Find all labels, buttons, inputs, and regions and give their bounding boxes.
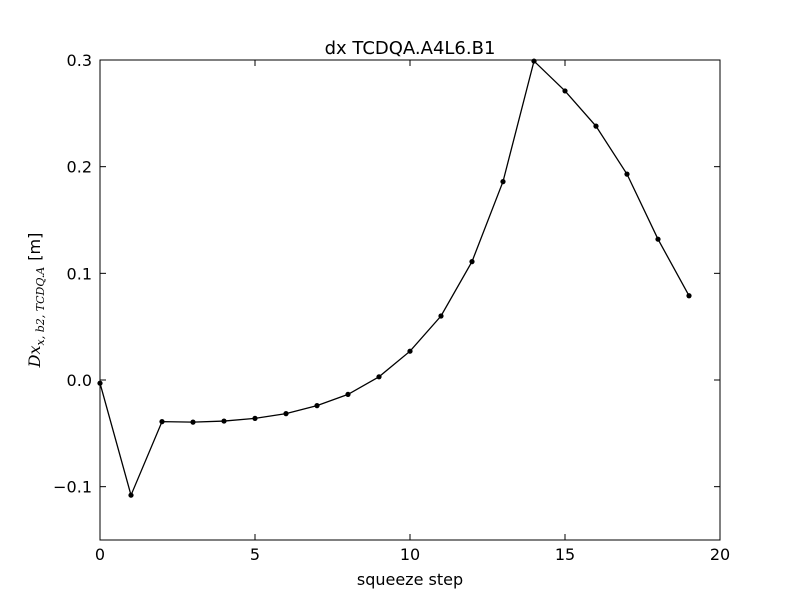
chart-title: dx TCDQA.A4L6.B1 xyxy=(325,38,496,59)
data-point xyxy=(686,293,692,299)
data-point xyxy=(97,380,103,386)
y-tick-label: 0.3 xyxy=(67,51,92,70)
data-point xyxy=(128,492,134,498)
data-point xyxy=(655,236,661,242)
x-tick-label: 10 xyxy=(400,545,420,564)
data-point xyxy=(593,123,599,129)
data-point xyxy=(252,415,258,421)
y-tick-label: −0.1 xyxy=(53,478,92,497)
y-axis-label-subscript: x, b2, TCDQ.A xyxy=(34,267,47,346)
y-axis-label: Dxx, b2, TCDQ.A [m] xyxy=(25,233,47,369)
data-point xyxy=(376,374,382,380)
x-tick-label: 5 xyxy=(250,545,260,564)
x-tick-label: 20 xyxy=(710,545,730,564)
data-point xyxy=(500,179,506,185)
x-tick-label: 15 xyxy=(555,545,575,564)
data-point xyxy=(531,58,537,64)
data-point xyxy=(345,391,351,397)
data-point xyxy=(159,419,165,425)
data-point xyxy=(314,403,320,409)
x-tick-label: 0 xyxy=(95,545,105,564)
plot-frame xyxy=(99,59,721,541)
data-point xyxy=(221,418,227,424)
y-axis-label-base: Dx xyxy=(25,345,44,368)
data-point xyxy=(407,348,413,354)
data-point xyxy=(562,88,568,94)
series-line xyxy=(99,59,690,498)
data-point xyxy=(283,411,289,417)
data-point xyxy=(469,259,475,265)
data-point xyxy=(438,313,444,319)
svg-text:Dxx, b2, TCDQ.A[m]: Dxx, b2, TCDQ.A [m] xyxy=(25,233,47,369)
y-tick-label: 0.2 xyxy=(67,158,92,177)
data-point xyxy=(624,171,630,177)
data-point xyxy=(190,419,196,425)
x-axis-label: squeeze step xyxy=(357,570,463,589)
plot-area: 0 5 10 15 20 −0.1 0.0 0.1 0.2 0.3 xyxy=(53,51,730,564)
y-tick-label: 0.1 xyxy=(67,264,92,283)
y-axis-label-unit: [m] xyxy=(25,233,44,261)
y-tick-label: 0.0 xyxy=(67,371,92,390)
